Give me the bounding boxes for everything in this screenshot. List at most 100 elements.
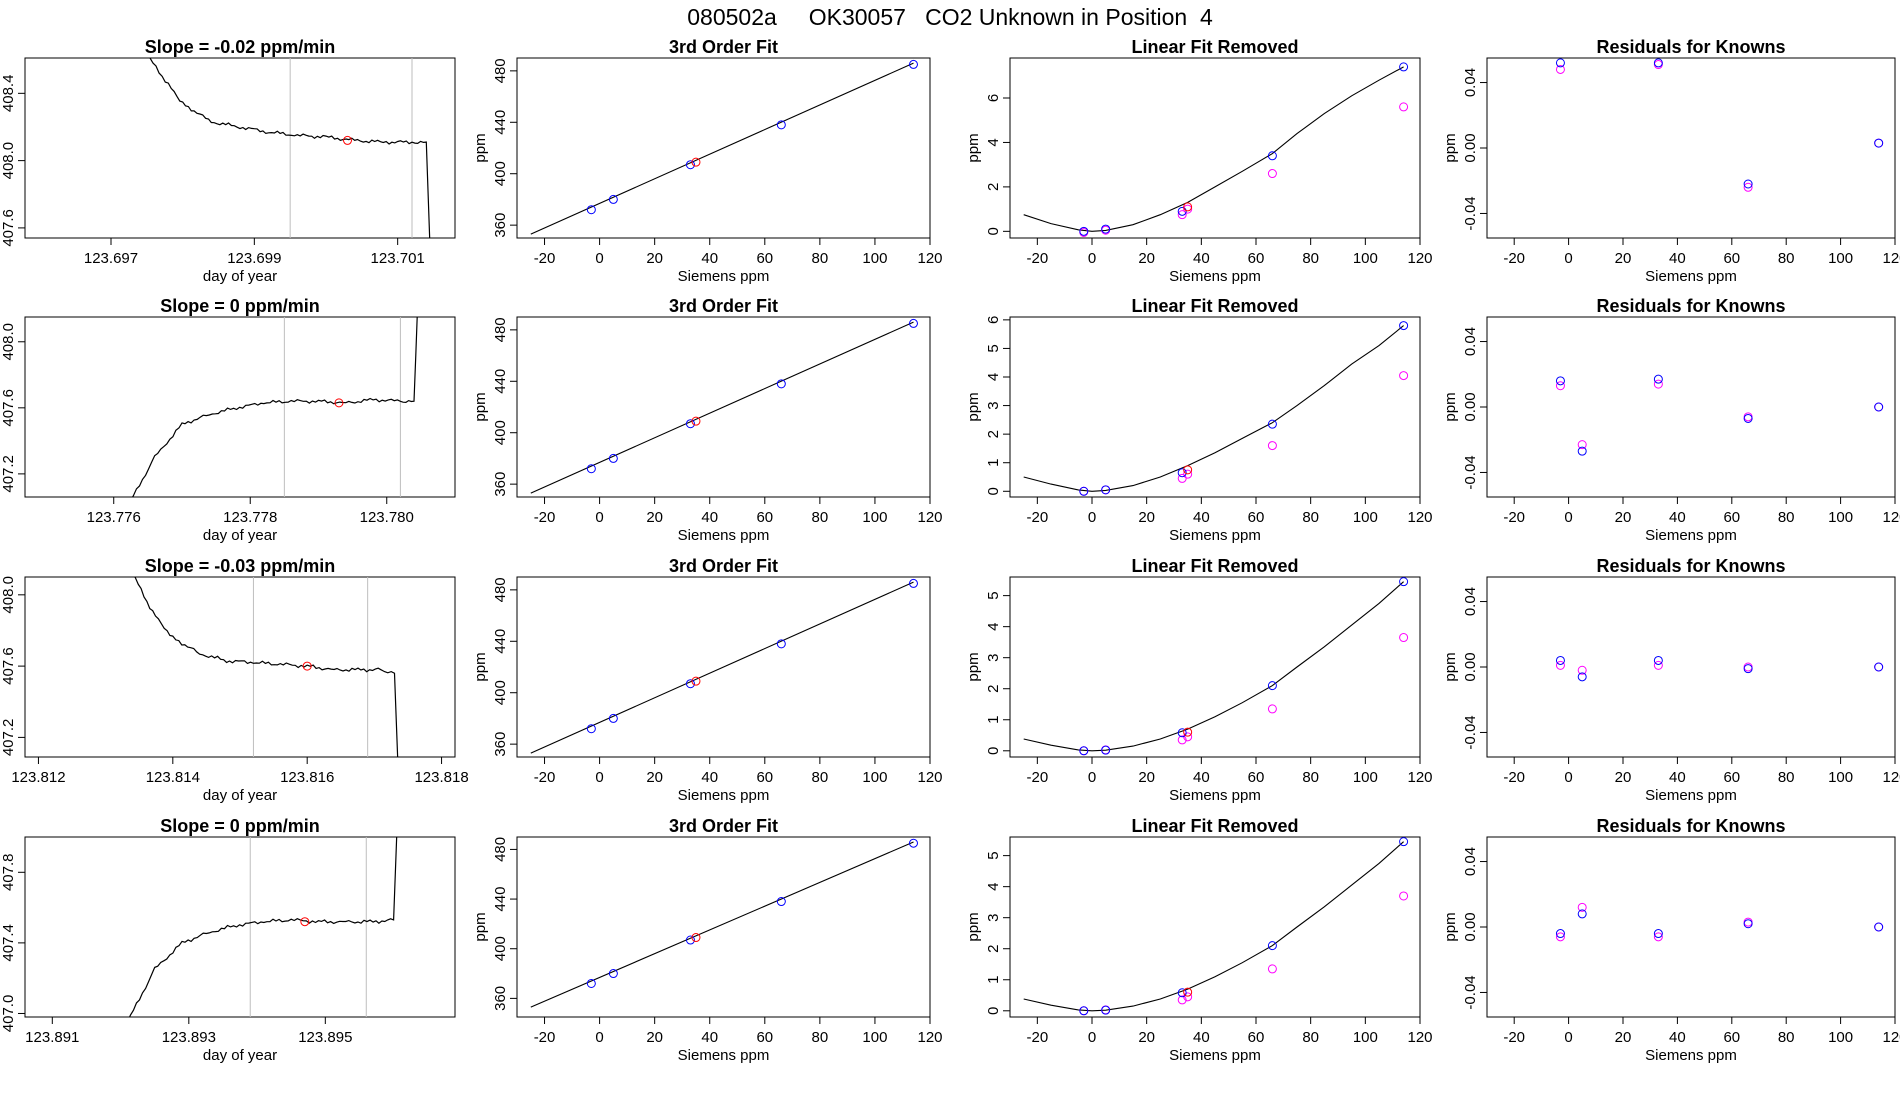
x-tick-label: 20 [1615, 1029, 1632, 1046]
known-point [1555, 929, 1565, 939]
y-tick-label: 360 [492, 472, 509, 497]
x-tick-label: 60 [756, 250, 773, 267]
y-tick-label: 440 [492, 110, 509, 135]
known-point [1267, 151, 1277, 161]
plot-data [530, 318, 918, 494]
known-point [1743, 919, 1753, 929]
x-tick-label: 60 [1723, 509, 1740, 526]
y-tick-label: 0.04 [1462, 587, 1479, 616]
x-tick-label: -20 [1026, 509, 1048, 526]
plot-data [131, 317, 418, 497]
plot-title: 3rd Order Fit [669, 37, 778, 57]
y-axis-label: ppm [472, 652, 489, 681]
x-tick-label: 100 [1828, 509, 1853, 526]
panel-fit-row-3: 3rd Order Fit -20 0 20 40 60 80 100 120 Siemens p… [472, 556, 943, 804]
residual-point [1577, 902, 1587, 912]
y-tick-label: 0.00 [1462, 912, 1479, 941]
y-tick-label: -0.04 [1462, 975, 1479, 1009]
plot-data [1555, 58, 1884, 192]
x-tick-label: 100 [862, 509, 887, 526]
x-tick-label: 20 [646, 769, 663, 786]
panel-residuals-row-3: Residuals for Knowns -20 0 20 40 60 80 100 120 Si… [1442, 556, 1900, 804]
residual-point [1267, 964, 1277, 974]
known-point [1101, 224, 1111, 234]
x-tick-label: 80 [1302, 509, 1319, 526]
fit-curve [1023, 325, 1404, 492]
plot-frame [1486, 316, 1896, 498]
y-tick-label: 407.4 [0, 924, 17, 962]
plot-title: 3rd Order Fit [669, 296, 778, 316]
known-point [608, 194, 618, 204]
plot-data [1023, 577, 1409, 756]
y-tick-label: 407.0 [0, 995, 17, 1033]
x-tick-label: 120 [917, 769, 942, 786]
x-tick-label: 100 [862, 1029, 887, 1046]
x-tick-label: 123.814 [146, 769, 200, 786]
y-tick-label: 400 [492, 680, 509, 705]
x-tick-label: 123.893 [162, 1029, 216, 1046]
x-tick-label: -20 [1503, 250, 1525, 267]
x-tick-label: -20 [1503, 509, 1525, 526]
y-tick-label: 440 [492, 629, 509, 654]
x-tick-label: 60 [1723, 1029, 1740, 1046]
known-point [1743, 179, 1753, 189]
x-tick-label: 60 [1248, 250, 1265, 267]
known-point [1399, 837, 1409, 847]
x-tick-label: 80 [812, 509, 829, 526]
plot-data [1023, 321, 1409, 496]
y-tick-label: 0.00 [1462, 392, 1479, 421]
x-tick-label: 120 [917, 1029, 942, 1046]
known-point [1177, 206, 1187, 216]
x-tick-label: -20 [1026, 250, 1048, 267]
y-tick-label: 440 [492, 887, 509, 912]
x-tick-label: 20 [1615, 509, 1632, 526]
x-tick-label: 120 [1407, 769, 1432, 786]
x-tick-label: 80 [1302, 769, 1319, 786]
x-tick-label: 0 [1564, 769, 1572, 786]
plot-title: Linear Fit Removed [1131, 556, 1298, 576]
x-tick-label: 40 [1193, 250, 1210, 267]
plot-title: Slope = 0 ppm/min [160, 816, 320, 836]
ppm-trace-line [128, 837, 398, 1017]
y-tick-label: 400 [492, 936, 509, 961]
x-tick-label: 60 [1248, 509, 1265, 526]
x-axis-label: Siemens ppm [1645, 527, 1737, 544]
x-tick-label: 80 [1302, 1029, 1319, 1046]
x-tick-label: 0 [595, 769, 603, 786]
y-tick-label: 5 [985, 851, 1002, 859]
known-point [776, 379, 786, 389]
x-tick-label: 20 [1138, 250, 1155, 267]
plot-data [1023, 837, 1409, 1016]
fit-curve [530, 321, 914, 494]
x-tick-label: 80 [1778, 1029, 1795, 1046]
known-point [586, 978, 596, 988]
unknown-point [1183, 465, 1193, 475]
x-tick-label: -20 [534, 769, 556, 786]
x-tick-label: 40 [1669, 1029, 1686, 1046]
plot-frame [1486, 836, 1896, 1018]
y-tick-label: 408.0 [0, 142, 17, 180]
residual-point [1177, 473, 1187, 483]
ppm-trace-line [131, 317, 418, 497]
plot-data [149, 58, 431, 238]
y-tick-label: 2 [985, 430, 1002, 438]
x-tick-label: 123.701 [371, 250, 425, 267]
known-point [1874, 662, 1884, 672]
fit-curve [530, 62, 914, 235]
known-point [776, 120, 786, 130]
known-point [685, 935, 695, 945]
x-tick-label: 0 [1088, 509, 1096, 526]
x-tick-label: -20 [534, 1029, 556, 1046]
x-tick-label: 20 [1138, 1029, 1155, 1046]
y-tick-label: 0.00 [1462, 133, 1479, 162]
x-tick-label: 80 [812, 1029, 829, 1046]
y-axis-label: ppm [472, 912, 489, 941]
known-point [1177, 728, 1187, 738]
known-point [586, 724, 596, 734]
mean-point [302, 661, 312, 671]
mean-point [300, 917, 310, 927]
known-point [1079, 486, 1089, 496]
x-tick-label: 120 [1407, 250, 1432, 267]
x-tick-label: 0 [595, 509, 603, 526]
